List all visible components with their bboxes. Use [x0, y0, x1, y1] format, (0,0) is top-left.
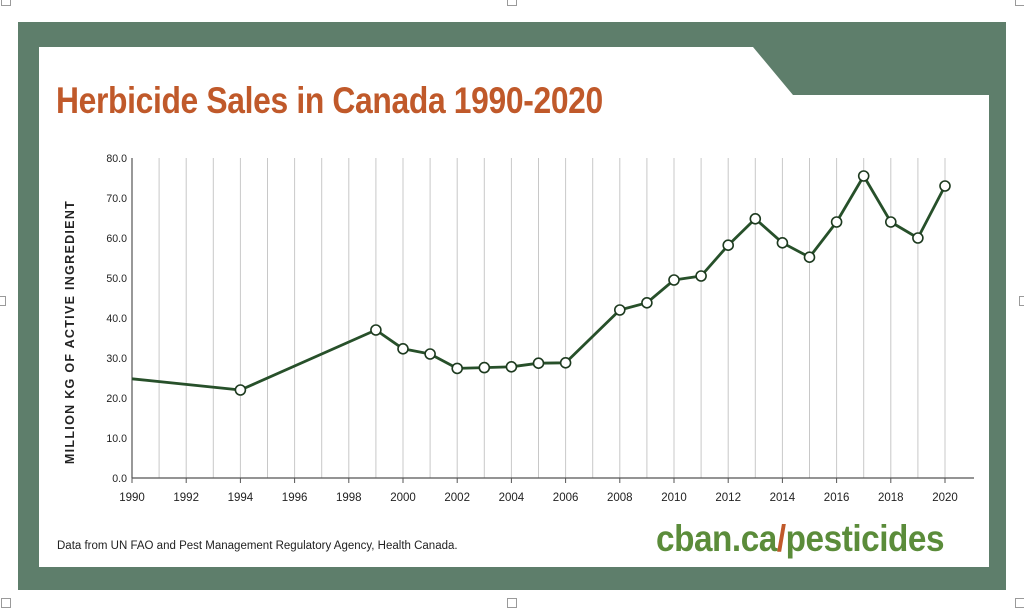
- resize-handle-left[interactable]: [0, 296, 6, 306]
- data-point-2017: [857, 170, 870, 182]
- resize-handle-top-left[interactable]: [1, 0, 11, 6]
- resize-handle-right[interactable]: [1019, 296, 1024, 306]
- data-point-2016: [830, 216, 843, 228]
- x-tick-label: 2018: [878, 492, 904, 504]
- y-tick-label: 40.0: [106, 313, 127, 325]
- x-tick-label: 1998: [336, 492, 362, 504]
- resize-handle-bottom-right[interactable]: [1015, 598, 1024, 608]
- chart-card: [39, 47, 989, 567]
- y-tick-label: 0.0: [112, 473, 127, 485]
- x-tick-label: 2020: [932, 492, 958, 504]
- marker-layer: [234, 170, 951, 396]
- y-tick-label: 70.0: [106, 193, 127, 205]
- source-note: Data from UN FAO and Pest Management Reg…: [57, 540, 458, 552]
- x-tick-label: 2016: [824, 492, 850, 504]
- x-tick-label: 2014: [770, 492, 796, 504]
- data-point-1999: [370, 324, 382, 336]
- x-tick-label: 2010: [661, 492, 687, 504]
- data-point-2003: [478, 361, 491, 374]
- data-point-2018: [884, 216, 897, 228]
- data-point-2013: [749, 213, 762, 225]
- data-point-2020: [939, 180, 951, 192]
- x-tick-label: 2008: [607, 492, 633, 504]
- data-point-2000: [397, 342, 409, 355]
- x-tick-label: 1992: [173, 492, 199, 504]
- resize-handle-bottom-left[interactable]: [1, 598, 11, 608]
- brand-slash: /: [776, 518, 786, 559]
- data-point-2006: [559, 356, 572, 369]
- y-axis-label: MILLION KG OF ACTIVE INGREDIENT: [63, 200, 77, 464]
- data-point-2012: [722, 239, 735, 251]
- axis-layer: [131, 158, 974, 483]
- y-tick-label: 50.0: [106, 273, 127, 285]
- resize-handle-top[interactable]: [507, 0, 517, 6]
- x-tick-label: 2012: [715, 492, 741, 504]
- data-point-2010: [668, 274, 680, 286]
- y-tick-label: 20.0: [106, 393, 127, 405]
- x-tick-label: 2004: [499, 492, 525, 504]
- x-tick-label: 1990: [119, 492, 145, 504]
- y-tick-label: 10.0: [106, 433, 127, 445]
- data-point-2009: [641, 296, 653, 309]
- brand-domain: cban.ca: [656, 518, 777, 559]
- data-point-2005: [532, 357, 545, 370]
- data-point-2004: [505, 360, 518, 373]
- data-point-2011: [695, 270, 707, 282]
- data-point-1994: [234, 384, 247, 396]
- y-tick-label: 30.0: [106, 353, 127, 365]
- data-point-2019: [912, 232, 924, 244]
- resize-handle-bottom[interactable]: [507, 598, 517, 608]
- y-tick-label: 60.0: [106, 233, 127, 245]
- data-point-2001: [424, 348, 436, 360]
- data-point-2015: [803, 251, 816, 264]
- chart-title: Herbicide Sales in Canada 1990-2020: [56, 80, 603, 121]
- brand-link[interactable]: cban.ca/pesticides: [656, 518, 945, 560]
- resize-handle-top-right[interactable]: [1015, 0, 1024, 6]
- label-layer: 0.0 10.0 20.0 30.0 40.0 50.0 60.0 70.0 80.0 1990 1…: [63, 153, 958, 504]
- data-point-2008: [613, 304, 626, 316]
- data-point-2002: [451, 362, 464, 375]
- x-tick-label: 2000: [390, 492, 416, 504]
- x-tick-label: 2002: [444, 492, 470, 504]
- x-tick-label: 1996: [282, 492, 308, 504]
- y-tick-label: 80.0: [106, 153, 127, 165]
- brand-path: pesticides: [785, 518, 945, 559]
- grid-layer: [158, 158, 946, 478]
- x-tick-label: 2006: [553, 492, 579, 504]
- data-point-2014: [776, 237, 789, 249]
- x-tick-label: 1994: [228, 492, 254, 504]
